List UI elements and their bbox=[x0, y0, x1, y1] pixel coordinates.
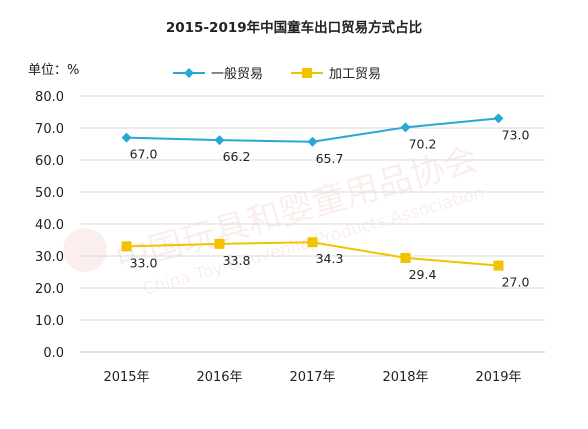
data-label: 33.0 bbox=[130, 255, 158, 270]
data-label: 66.2 bbox=[223, 149, 251, 164]
x-tick-label: 2016年 bbox=[196, 370, 242, 385]
unit-label: 单位：% bbox=[28, 63, 79, 78]
y-tick-label: 50.0 bbox=[35, 186, 64, 201]
y-tick-label: 20.0 bbox=[35, 282, 64, 297]
y-axis: 0.0 10.0 20.0 30.0 40.0 50.0 60.0 70.0 80.0 bbox=[35, 90, 64, 361]
y-tick-label: 30.0 bbox=[35, 250, 64, 265]
data-label: 70.2 bbox=[409, 136, 437, 151]
data-label: 73.0 bbox=[502, 127, 530, 142]
y-tick-label: 40.0 bbox=[35, 218, 64, 233]
data-label: 65.7 bbox=[316, 151, 344, 166]
plot-area: 67.0 66.2 65.7 70.2 73.0 33.0 33.8 34.3 29.4 27.0 bbox=[121, 113, 530, 290]
x-tick-label: 2019年 bbox=[475, 370, 521, 385]
data-label: 27.0 bbox=[502, 275, 530, 290]
chart-title: 2015-2019年中国童车出口贸易方式占比 bbox=[166, 19, 422, 36]
legend-label-general-trade: 一般贸易 bbox=[211, 66, 263, 82]
data-point-diamond bbox=[400, 122, 411, 133]
data-point-diamond bbox=[307, 136, 318, 147]
y-tick-label: 70.0 bbox=[35, 122, 64, 137]
data-point-square bbox=[400, 252, 411, 263]
data-label: 67.0 bbox=[130, 147, 158, 162]
data-point-square bbox=[214, 238, 225, 249]
data-point-diamond bbox=[493, 113, 504, 124]
data-point-diamond bbox=[121, 132, 132, 143]
y-tick-label: 80.0 bbox=[35, 90, 64, 105]
y-tick-label: 60.0 bbox=[35, 154, 64, 169]
legend-marker-diamond bbox=[184, 68, 194, 78]
data-label: 33.8 bbox=[223, 253, 251, 268]
x-axis: 2015年 2016年 2017年 2018年 2019年 bbox=[103, 370, 521, 385]
x-tick-label: 2017年 bbox=[289, 370, 335, 385]
x-tick-label: 2015年 bbox=[103, 370, 149, 385]
data-point-square bbox=[121, 241, 132, 252]
y-tick-label: 0.0 bbox=[43, 346, 64, 361]
data-label: 34.3 bbox=[316, 251, 344, 266]
legend-item-processing-trade: 加工贸易 bbox=[291, 67, 381, 82]
data-label: 29.4 bbox=[409, 267, 437, 282]
y-tick-label: 10.0 bbox=[35, 314, 64, 329]
legend-item-general-trade: 一般贸易 bbox=[173, 66, 263, 82]
legend-marker-square bbox=[302, 68, 312, 78]
watermark-logo bbox=[63, 228, 107, 272]
gridlines bbox=[80, 95, 545, 353]
legend-label-processing-trade: 加工贸易 bbox=[329, 67, 381, 82]
x-tick-label: 2018年 bbox=[382, 370, 428, 385]
data-point-square bbox=[307, 237, 318, 248]
legend: 一般贸易 加工贸易 bbox=[173, 66, 381, 82]
data-point-square bbox=[493, 260, 504, 271]
data-point-diamond bbox=[214, 135, 225, 146]
